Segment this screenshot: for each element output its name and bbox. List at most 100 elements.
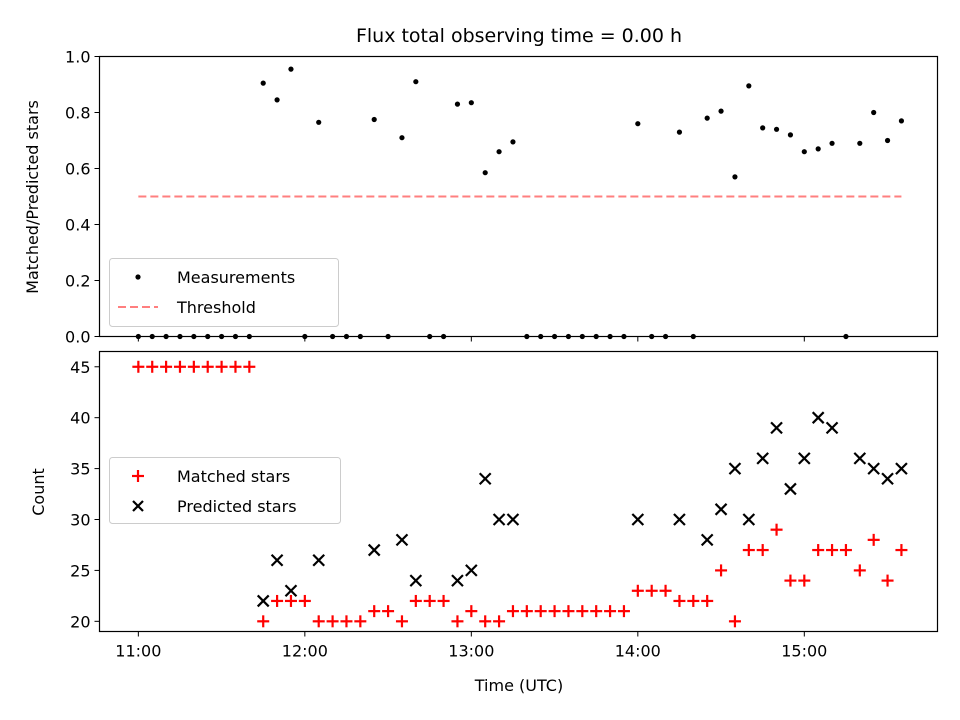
measurement-point [413,79,419,85]
measurement-point [760,125,766,131]
count-y-tick-label: 20 [70,612,90,631]
matched-star-point [340,615,353,628]
matched-star-point [520,605,533,618]
count-y-ticks: 20 25 30 35 40 45 [70,358,100,631]
predicted-star-point [784,482,797,496]
ratio-y-tick-label: 0.2 [65,272,90,291]
measurement-point [829,140,835,146]
measurement-point [787,132,794,138]
ratio-y-ticks: 0.0 0.2 0.4 0.6 0.8 1.0 [65,48,100,347]
count-y-axis-title: Count [29,468,48,516]
matched-star-point [368,605,381,618]
measurement-point [454,101,461,107]
matched-star-point [604,605,617,618]
matched-star-point [354,615,367,628]
matched-star-point [409,594,422,607]
ratio-x-ticks [137,336,805,342]
count-y-tick-label: 40 [70,409,90,428]
matched-star-point [173,360,186,373]
measurement-point [510,139,516,145]
matched-star-point [881,574,894,587]
matched-star-point [701,594,714,607]
count-legend-box [109,457,341,524]
matched-star-point [853,564,866,577]
measurement-point [371,116,377,123]
count-x-axis-title: Time (UTC) [474,676,563,695]
predicted-star-point [770,421,783,435]
matched-star-point [715,564,728,577]
ratio-marks [135,66,905,340]
measurement-point [316,119,322,125]
measurement-point [871,109,877,116]
count-x-tick-label: 14:00 [615,642,661,661]
matched-star-point [728,615,741,628]
matched-star-point [506,605,519,618]
matched-star-point [451,615,464,628]
measurement-point [579,333,585,340]
predicted-star-point [714,503,728,516]
ratio-y-tick-label: 0.0 [65,328,90,347]
measurement-point [662,333,669,340]
measurement-point [385,333,391,340]
matched-star-point [257,615,270,628]
measurement-point [843,333,849,340]
predicted-star-point [409,574,423,587]
matched-star-point [187,360,200,373]
measurement-point [524,333,530,340]
matched-star-point [284,594,297,607]
matched-star-point [132,360,145,373]
predicted-star-point [367,543,381,557]
matched-star-point [784,574,797,587]
matched-star-point [160,360,173,373]
measurement-point [690,333,696,340]
predicted-star-point [312,553,325,567]
measurement-point [329,333,336,340]
predicted-star-point [811,411,825,424]
predicted-star-point [270,553,284,567]
measurement-point [815,146,821,152]
measurement-point [718,108,724,114]
matched-star-point [645,584,658,597]
matched-star-point [437,594,450,607]
predicted-star-point [867,462,880,475]
measurement-point [898,118,905,124]
count-y-tick-label: 45 [70,358,90,377]
legend-matched-label: Matched stars [177,467,290,486]
count-marks [132,360,908,628]
predicted-star-point [492,513,506,526]
count-y-tick-label: 25 [70,561,90,580]
matched-star-point [895,544,908,557]
measurement-point [704,115,710,121]
matched-star-point [298,594,311,607]
predicted-star-point [673,513,686,526]
ratio-y-axis-title: Matched/Predicted stars [23,100,42,294]
matched-star-point [617,605,630,618]
matched-star-point [146,360,159,373]
matched-star-point [839,544,852,557]
matched-star-point [395,615,408,628]
matched-star-point [673,594,686,607]
measurement-point [593,333,599,340]
measurement-point [427,333,433,340]
matched-star-point [659,584,672,597]
measurement-point [260,80,266,86]
measurement-point [288,66,294,72]
measurement-point [649,333,655,340]
count-x-tick-label: 13:00 [448,642,494,661]
measurement-point [468,100,474,106]
predicted-star-point [465,564,478,577]
measurement-point [538,333,544,340]
measurement-point [218,333,225,340]
matched-star-point [590,605,603,618]
matched-star-point [493,615,506,628]
measurement-point [135,333,141,340]
matched-star-point [576,605,589,618]
matched-star-point [631,584,644,597]
count-x-tick-label: 15:00 [781,642,827,661]
legend-measurements-label: Measurements [177,268,295,287]
ratio-y-tick-label: 0.6 [65,160,90,179]
measurement-point [191,333,197,340]
measurement-point [607,333,613,340]
matched-star-point [798,574,811,587]
